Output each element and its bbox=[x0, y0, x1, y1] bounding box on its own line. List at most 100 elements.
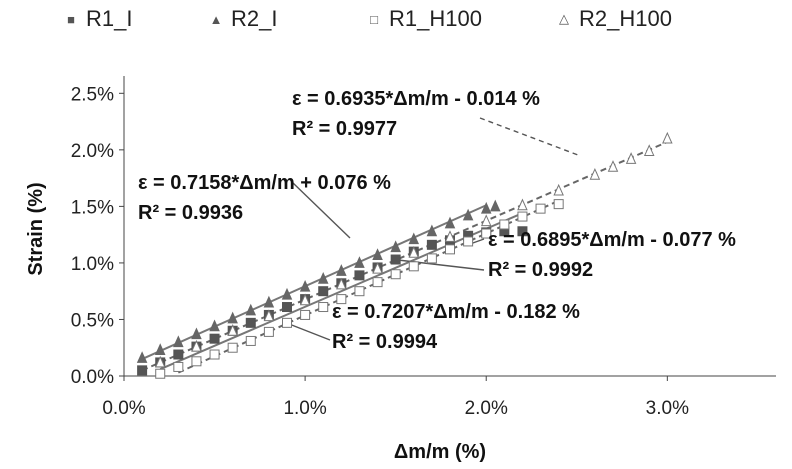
data-point-r1-h100 bbox=[463, 236, 474, 247]
legend-item-r2-h100: △ R2_H100 bbox=[553, 6, 733, 32]
data-point-r2-i bbox=[191, 327, 202, 340]
data-point-r1-i bbox=[426, 239, 437, 250]
data-point-r2-i bbox=[490, 199, 501, 212]
data-point-r1-h100 bbox=[481, 228, 492, 239]
annotation-leader-line bbox=[479, 117, 579, 156]
data-point-r1-i bbox=[245, 317, 256, 328]
data-point-r2-h100 bbox=[154, 355, 166, 368]
data-point-r2-i bbox=[281, 287, 293, 300]
annotation-r1h100-equation: ε = 0.7207*Δm/m - 0.182 % bbox=[332, 301, 580, 323]
legend-marker-icon: ▲ bbox=[209, 11, 223, 27]
data-point-r1-h100 bbox=[535, 203, 546, 214]
legend: ■ R1_I ▲ R2_I □ R1_H100 △ R2_H100 bbox=[60, 6, 733, 32]
annotation-r1i-equation: ε = 0.6895*Δm/m - 0.077 % bbox=[488, 229, 736, 251]
annotation-r1h100-r2: R² = 0.9994 bbox=[332, 331, 438, 353]
data-point-r1-h100 bbox=[209, 349, 220, 360]
data-point-r2-h100 bbox=[227, 324, 238, 336]
data-point-r2-i bbox=[354, 256, 365, 268]
data-point-r2-i bbox=[426, 224, 438, 237]
y-tick-label: 2.0% bbox=[71, 141, 114, 162]
data-point-r2-i bbox=[372, 248, 383, 261]
data-point-r2-h100 bbox=[336, 277, 347, 290]
legend-marker-icon: △ bbox=[559, 11, 569, 26]
data-point-r1-h100 bbox=[499, 219, 510, 230]
y-tick-label: 1.0% bbox=[71, 254, 114, 275]
data-point-r2-h100 bbox=[372, 261, 383, 274]
data-point-r1-i bbox=[137, 365, 148, 376]
fit-line-r2-i bbox=[141, 204, 487, 360]
data-point-r1-h100 bbox=[155, 368, 166, 379]
data-point-r1-h100 bbox=[390, 269, 401, 280]
data-point-r2-h100 bbox=[662, 131, 673, 144]
data-point-r2-h100 bbox=[589, 168, 601, 180]
fit-line-r1-i bbox=[159, 212, 523, 371]
data-point-r1-h100 bbox=[445, 244, 455, 255]
data-point-r1-i bbox=[390, 254, 401, 265]
data-point-r2-i bbox=[480, 201, 492, 214]
data-point-r1-h100 bbox=[354, 286, 365, 297]
data-point-r1-h100 bbox=[173, 361, 184, 372]
y-axis-title: Strain (%) bbox=[25, 182, 47, 275]
data-point-r2-i bbox=[154, 343, 166, 355]
data-point-r1-h100 bbox=[318, 302, 329, 313]
data-point-r2-h100 bbox=[607, 160, 619, 172]
data-point-r1-h100 bbox=[336, 294, 347, 305]
data-point-r2-i bbox=[136, 351, 148, 363]
data-point-r2-i bbox=[299, 279, 311, 292]
data-point-r1-h100 bbox=[300, 309, 311, 320]
data-point-r2-h100 bbox=[553, 183, 564, 196]
data-point-r2-i bbox=[173, 335, 184, 348]
legend-item-r2-i: ▲ R2_I bbox=[205, 6, 363, 32]
data-point-r2-i bbox=[227, 311, 238, 324]
annotation-leader-line bbox=[291, 181, 351, 239]
data-point-r2-i bbox=[408, 232, 420, 245]
data-point-r2-h100 bbox=[444, 230, 456, 242]
y-tick-label: 2.5% bbox=[71, 84, 114, 105]
y-tick-label: 0.5% bbox=[71, 310, 114, 331]
legend-item-r1-i: ■ R1_I bbox=[60, 6, 205, 32]
data-point-r2-i bbox=[444, 216, 456, 229]
legend-marker-icon: ■ bbox=[67, 11, 75, 27]
data-point-r2-h100 bbox=[517, 198, 528, 211]
annotation-r1i-r2: R² = 0.9992 bbox=[488, 259, 594, 281]
data-point-r2-h100 bbox=[480, 214, 492, 227]
data-point-r2-h100 bbox=[191, 339, 202, 352]
data-point-r1-i bbox=[173, 349, 184, 360]
legend-marker-icon: □ bbox=[370, 11, 378, 27]
annotation-r2i-equation: ε = 0.7158*Δm/m + 0.076 % bbox=[138, 172, 391, 194]
data-point-r1-h100 bbox=[227, 342, 238, 353]
data-point-r2-i bbox=[245, 303, 257, 316]
data-point-r1-h100 bbox=[191, 356, 202, 367]
data-point-r2-i bbox=[209, 319, 220, 332]
legend-item-r1-h100: □ R1_H100 bbox=[363, 6, 553, 32]
data-point-r1-h100 bbox=[263, 326, 274, 337]
annotation-r2h100-r2: R² = 0.9977 bbox=[292, 118, 398, 140]
data-point-r2-h100 bbox=[299, 293, 311, 306]
data-point-r1-i bbox=[318, 286, 329, 297]
data-point-r1-h100 bbox=[553, 199, 564, 210]
x-axis-title: Δm/m (%) bbox=[394, 441, 486, 463]
legend-label: R2_I bbox=[231, 6, 278, 31]
data-point-r1-h100 bbox=[282, 317, 292, 328]
data-point-r1-h100 bbox=[426, 253, 437, 264]
y-tick-label: 0.0% bbox=[71, 367, 114, 388]
legend-label: R1_I bbox=[86, 6, 133, 31]
data-point-r2-i bbox=[390, 240, 401, 253]
data-point-r2-h100 bbox=[643, 144, 655, 156]
x-tick-label: 1.0% bbox=[283, 398, 326, 419]
data-point-r2-i bbox=[336, 264, 347, 276]
data-point-r2-h100 bbox=[263, 309, 275, 322]
x-tick-label: 0.0% bbox=[102, 398, 145, 419]
x-tick-label: 2.0% bbox=[465, 398, 508, 419]
data-point-r2-h100 bbox=[625, 152, 637, 164]
data-point-r2-i bbox=[462, 208, 474, 221]
legend-label: R2_H100 bbox=[579, 6, 672, 31]
legend-label: R1_H100 bbox=[389, 6, 482, 31]
data-point-r1-h100 bbox=[408, 261, 419, 272]
annotation-r2i-r2: R² = 0.9936 bbox=[138, 202, 244, 224]
data-point-r1-h100 bbox=[245, 335, 256, 346]
data-point-r2-i bbox=[317, 272, 329, 284]
data-point-r1-h100 bbox=[372, 277, 383, 288]
data-point-r1-i bbox=[282, 302, 292, 313]
